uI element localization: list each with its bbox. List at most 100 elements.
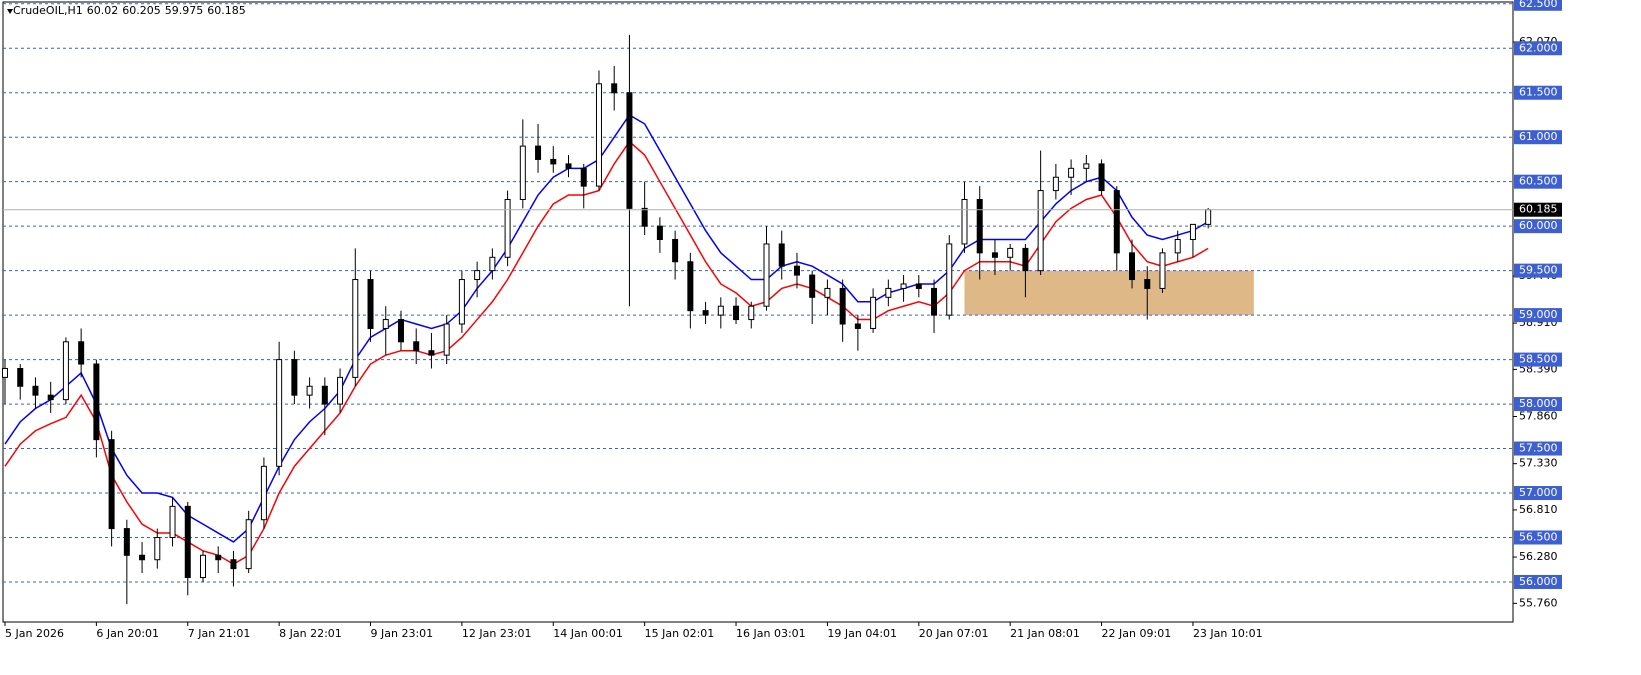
candle-body: [991, 252, 998, 258]
candle-body: [489, 256, 496, 272]
candle-body: [1083, 163, 1090, 169]
level-label: 61.000: [1519, 130, 1558, 143]
moving-average: [4, 113, 1209, 543]
header: CrudeOIL,H1 60.02 60.205 59.975 60.185: [6, 4, 250, 17]
level-label-box: [1514, 263, 1562, 278]
candle-body: [976, 198, 983, 254]
candle-body: [550, 158, 557, 165]
candle-body: [733, 305, 740, 321]
candle-body: [230, 559, 237, 570]
x-tick-label: 20 Jan 07:01: [919, 627, 989, 640]
y-tick-label: 57.330: [1519, 457, 1558, 470]
candle-body: [199, 554, 206, 579]
x-tick-label: 5 Jan 2026: [5, 627, 64, 640]
candle-body: [337, 376, 344, 405]
level-label-box: [1514, 219, 1562, 234]
candle-body: [1052, 176, 1059, 192]
candle-body: [1113, 190, 1120, 254]
candle-body: [154, 536, 161, 561]
candle-body: [17, 367, 24, 387]
level-label: 56.000: [1519, 575, 1558, 588]
x-tick-label: 6 Jan 20:01: [96, 627, 159, 640]
candle-body: [839, 287, 846, 325]
candle-body: [93, 363, 100, 441]
candle-body: [504, 198, 511, 258]
candle-body: [748, 305, 755, 321]
candle-body: [321, 385, 328, 405]
level-label-box: [1514, 574, 1562, 589]
level-label-box: [1514, 85, 1562, 100]
candle-body: [854, 323, 861, 329]
candle-body: [717, 305, 724, 316]
level-label: 60.000: [1519, 219, 1558, 232]
plot-frame: [2, 1, 1514, 623]
candle-body: [123, 528, 130, 556]
candle-body: [1159, 252, 1166, 289]
close: 60.185: [207, 4, 246, 17]
candle-body: [1174, 239, 1181, 254]
candle-body: [626, 92, 633, 209]
last-price-box: [1514, 202, 1562, 217]
level-label-box: [1514, 41, 1562, 56]
candle-body: [47, 394, 54, 401]
candle-body: [1068, 167, 1075, 178]
candle-body: [672, 239, 679, 263]
y-tick-label: 56.810: [1519, 503, 1558, 516]
candle-body: [931, 287, 938, 316]
y-tick-label: 56.280: [1519, 550, 1558, 563]
level-label-box: [1514, 441, 1562, 456]
candle-body: [78, 341, 85, 365]
x-tick-label: 14 Jan 00:01: [553, 627, 623, 640]
level-label: 60.500: [1519, 175, 1558, 188]
candle-body: [428, 350, 435, 356]
x-tick-label: 12 Jan 23:01: [462, 627, 532, 640]
menu-triangle[interactable]: [7, 9, 13, 14]
candle-body: [519, 145, 526, 200]
candle-body: [580, 167, 587, 187]
candle-body: [382, 319, 389, 329]
candle-body: [656, 225, 663, 241]
level-label: 58.500: [1519, 353, 1558, 366]
level-label-box: [1514, 397, 1562, 412]
candle-body: [809, 274, 816, 298]
candle-body: [946, 243, 953, 316]
low: 59.975: [164, 4, 204, 17]
candle-body: [352, 279, 359, 378]
last-price-label: 60.185: [1519, 203, 1558, 216]
candle-body: [687, 261, 694, 312]
level-label: 61.500: [1519, 86, 1558, 99]
level-label-box: [1514, 130, 1562, 145]
candle-body: [245, 519, 252, 570]
support-zone: [964, 270, 1254, 316]
x-tick-label: 15 Jan 02:01: [645, 627, 715, 640]
level-label: 57.500: [1519, 442, 1558, 455]
candle-body: [413, 341, 420, 352]
x-tick-label: 8 Jan 22:01: [279, 627, 342, 640]
candle-body: [611, 83, 618, 94]
level-label-box: [1514, 308, 1562, 323]
candle-body: [474, 270, 481, 281]
level-label-box: [1514, 530, 1562, 545]
candle-body: [1007, 247, 1014, 258]
candle-body: [778, 243, 785, 267]
level-label: 57.000: [1519, 486, 1558, 499]
candle-body: [260, 465, 267, 521]
candle-body: [1144, 279, 1151, 289]
level-label: 62.500: [1519, 0, 1558, 10]
candle-body: [885, 287, 892, 298]
candle-body: [900, 283, 907, 289]
candle-body: [641, 207, 648, 227]
open: 60.02: [86, 4, 119, 17]
candle-body: [702, 310, 709, 316]
symbol: CrudeOIL,H1: [13, 4, 83, 17]
candle-body: [1098, 163, 1105, 192]
level-label: 59.500: [1519, 264, 1558, 277]
level-label-box: [1514, 0, 1562, 11]
candle-body: [367, 279, 374, 329]
high: 60.205: [122, 4, 161, 17]
level-label-box: [1514, 486, 1562, 501]
candle-body: [565, 163, 572, 169]
candle-body: [961, 198, 968, 245]
level-label: 56.500: [1519, 530, 1558, 543]
candle-body: [824, 287, 831, 298]
